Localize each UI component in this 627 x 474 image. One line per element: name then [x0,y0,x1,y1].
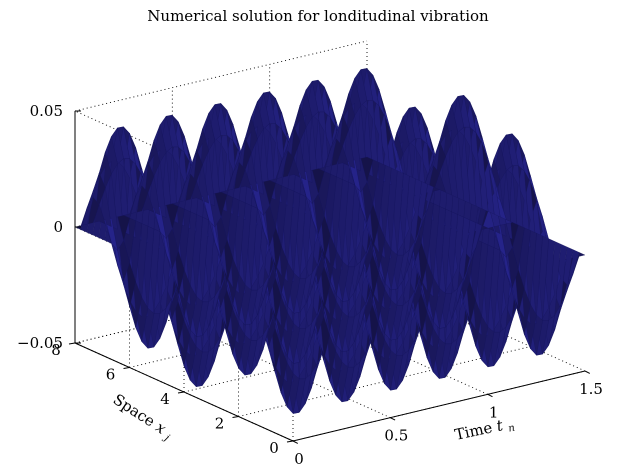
y-axis-label-sub: j [161,432,171,444]
y-tick-label: 8 [51,341,61,359]
x-tick-label: 0 [294,450,304,468]
x-axis-label-sub: n [507,423,516,435]
y-tick-label: 4 [160,390,170,408]
y-tick-label: 6 [106,366,116,384]
y-axis-label-text: Space [110,390,159,430]
y-tick-mark [232,416,239,418]
x-tick-label: 1.5 [579,380,603,398]
z-tick-label: −0.05 [17,334,63,352]
x-axis-label: Time t n [453,414,516,446]
z-tick-label: 0.05 [30,102,63,120]
y-tick-mark [286,440,294,443]
chart-title: Numerical solution for londitudinal vibr… [147,7,489,25]
x-axis-label-text: Time [453,418,494,444]
y-tick-mark [177,391,185,394]
y-tick-label: 0 [269,439,279,457]
x-tick-label: 0.5 [384,427,408,445]
x-tick-label: 1 [489,403,499,421]
x-tick-mark [292,440,299,444]
y-tick-label: 2 [215,415,225,433]
surface-plot [74,67,586,415]
x-axis-label-var: t [495,416,506,435]
z-tick-label: 0 [53,218,63,236]
y-tick-mark [68,342,76,345]
axis-ticks: 0 0.5 1 1.5 0 2 4 6 8 0.05 0 −0.05 [17,102,603,468]
y-tick-mark [123,367,130,369]
svg-text:Time t n: Time t n [453,414,516,446]
x-tick-mark [487,393,493,398]
x-axis-line [292,370,586,442]
x-tick-mark [584,370,591,374]
x-tick-mark [390,417,396,421]
